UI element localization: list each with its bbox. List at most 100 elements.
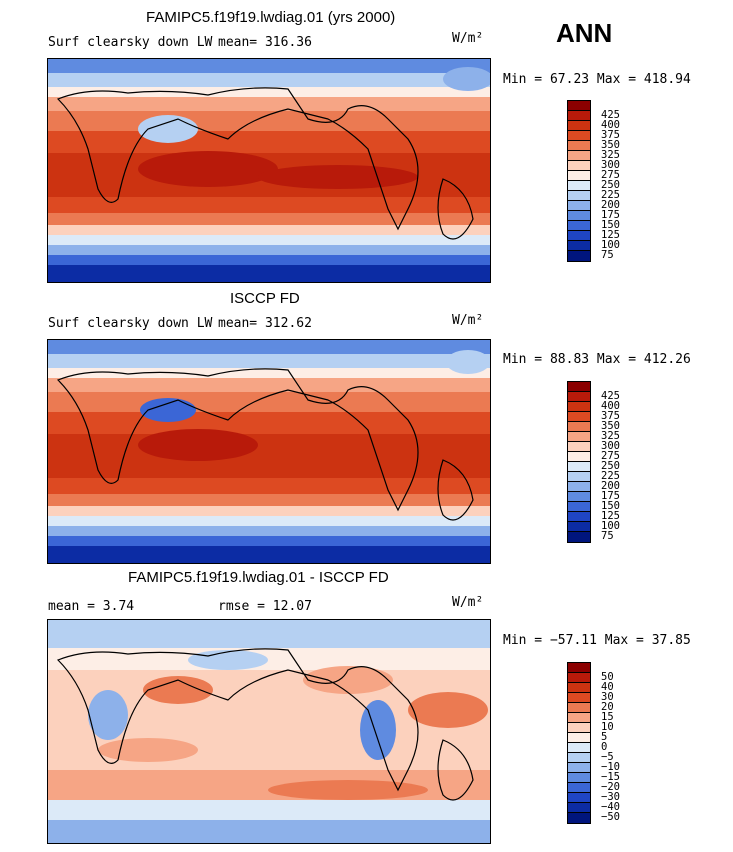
colorbar-level-label: 250 (601, 179, 620, 191)
panel-3-mean: mean = 3.74 (48, 599, 135, 614)
colorbar-level-label: −20 (601, 781, 620, 793)
colorbar-swatch (568, 522, 590, 532)
colorbar-level-label: 50 (601, 671, 614, 683)
colorbar-swatch (568, 703, 590, 713)
panel-2-minmax: Min = 88.83 Max = 412.26 (503, 352, 691, 367)
panel-3-colorbar-labels: 50 40 30 20 15 10 5 0 −5 −10 −15 −20 −30 −40 −50 (601, 671, 620, 823)
colorbar-swatch (568, 221, 590, 231)
colorbar-level-label: 325 (601, 430, 620, 442)
colorbar-level-label: 350 (601, 139, 620, 151)
colorbar-level-label: 150 (601, 219, 620, 231)
colorbar-swatch (568, 763, 590, 773)
colorbar-level-label: 40 (601, 681, 614, 693)
colorbar-swatch (568, 402, 590, 412)
colorbar-swatch (568, 241, 590, 251)
colorbar-swatch (568, 472, 590, 482)
colorbar-swatch (568, 813, 590, 823)
colorbar-swatch (568, 101, 590, 111)
colorbar-swatch (568, 432, 590, 442)
colorbar-level-label: 10 (601, 721, 614, 733)
colorbar-level-label: 150 (601, 500, 620, 512)
colorbar-swatch (568, 713, 590, 723)
colorbar-level-label: 100 (601, 239, 620, 251)
colorbar-swatch (568, 743, 590, 753)
colorbar-swatch (568, 131, 590, 141)
colorbar-swatch (568, 502, 590, 512)
colorbar-swatch (568, 733, 590, 743)
colorbar-swatch (568, 412, 590, 422)
colorbar-swatch (568, 683, 590, 693)
panel-2-colorbar (567, 381, 591, 543)
colorbar-level-label: 75 (601, 249, 614, 261)
colorbar-level-label: 375 (601, 129, 620, 141)
panel-1-map (47, 58, 491, 283)
colorbar-swatch (568, 492, 590, 502)
season-label: ANN (556, 18, 613, 48)
colorbar-level-label: 200 (601, 480, 620, 492)
panel-1-colorbar-labels: 425 400 375 350 325 300 275 250 225 200 175 150 125 1… (601, 109, 620, 261)
colorbar-swatch (568, 111, 590, 121)
colorbar-swatch (568, 723, 590, 733)
colorbar-swatch (568, 392, 590, 402)
colorbar-swatch (568, 773, 590, 783)
colorbar-swatch (568, 211, 590, 221)
panel-3-map (47, 619, 491, 844)
colorbar-level-label: 30 (601, 691, 614, 703)
colorbar-level-label: 225 (601, 189, 620, 201)
colorbar-level-label: 425 (601, 109, 620, 121)
colorbar-level-label: 125 (601, 510, 620, 522)
colorbar-level-label: −10 (601, 761, 620, 773)
colorbar-swatch (568, 181, 590, 191)
panel-3-title: FAMIPC5.f19f19.lwdiag.01 - ISCCP FD (128, 569, 389, 586)
colorbar-level-label: 275 (601, 169, 620, 181)
colorbar-level-label: 20 (601, 701, 614, 713)
colorbar-swatch (568, 783, 590, 793)
colorbar-swatch (568, 161, 590, 171)
panel-2-colorbar-labels: 425 400 375 350 325 300 275 250 225 200 175 150 125 1… (601, 390, 620, 542)
colorbar-swatch (568, 201, 590, 211)
colorbar-swatch (568, 251, 590, 261)
colorbar-level-label: 400 (601, 119, 620, 131)
colorbar-level-label: 325 (601, 149, 620, 161)
colorbar-level-label: 250 (601, 460, 620, 472)
colorbar-swatch (568, 171, 590, 181)
colorbar-swatch (568, 663, 590, 673)
panel-2-map (47, 339, 491, 564)
panel-1-mean: mean= 316.36 (218, 35, 312, 50)
colorbar-level-label: 125 (601, 229, 620, 241)
colorbar-level-label: 350 (601, 420, 620, 432)
panel-2-variable-label: Surf clearsky down LW (48, 316, 213, 331)
panel-1-title: FAMIPC5.f19f19.lwdiag.01 (yrs 2000) (146, 9, 396, 26)
colorbar-swatch (568, 382, 590, 392)
colorbar-swatch (568, 231, 590, 241)
colorbar-level-label: −30 (601, 791, 620, 803)
panel-1-variable-label: Surf clearsky down LW (48, 35, 213, 50)
colorbar-level-label: 275 (601, 450, 620, 462)
colorbar-level-label: −15 (601, 771, 620, 783)
colorbar-swatch (568, 793, 590, 803)
panel-2-units: W/m² (452, 313, 484, 328)
colorbar-swatch (568, 482, 590, 492)
colorbar-level-label: 225 (601, 470, 620, 482)
colorbar-level-label: 300 (601, 440, 620, 452)
panel-1-units: W/m² (452, 31, 484, 46)
colorbar-level-label: −50 (601, 811, 620, 823)
colorbar-swatch (568, 693, 590, 703)
panel-1-colorbar (567, 100, 591, 262)
colorbar-level-label: 15 (601, 711, 614, 723)
colorbar-swatch (568, 151, 590, 161)
colorbar-level-label: 400 (601, 400, 620, 412)
colorbar-level-label: 75 (601, 530, 614, 542)
colorbar-swatch (568, 532, 590, 542)
panel-1-minmax: Min = 67.23 Max = 418.94 (503, 72, 691, 87)
colorbar-level-label: 175 (601, 209, 620, 221)
panel-3-rmse: rmse = 12.07 (218, 599, 312, 614)
colorbar-level-label: 0 (601, 741, 608, 753)
colorbar-level-label: −5 (601, 751, 614, 763)
colorbar-swatch (568, 512, 590, 522)
colorbar-level-label: 425 (601, 390, 620, 402)
colorbar-swatch (568, 803, 590, 813)
colorbar-swatch (568, 442, 590, 452)
colorbar-swatch (568, 462, 590, 472)
colorbar-swatch (568, 673, 590, 683)
